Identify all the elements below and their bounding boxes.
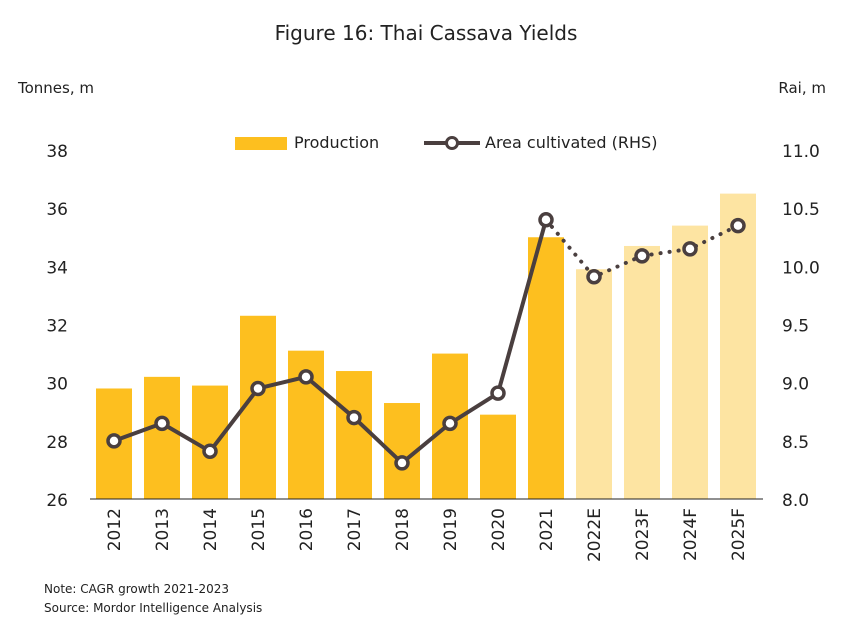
legend: Production Area cultivated (RHS) — [235, 133, 657, 152]
production-bar — [576, 269, 612, 499]
x-tick-label: 2016 — [297, 508, 317, 551]
legend-area-label: Area cultivated (RHS) — [485, 133, 657, 152]
x-tick-label: 2018 — [393, 508, 413, 551]
right-tick-label: 10.0 — [782, 258, 820, 278]
x-tick-label: 2012 — [105, 508, 125, 551]
area-point — [586, 269, 602, 285]
right-tick-label: 9.0 — [782, 375, 809, 395]
right-tick-label: 10.5 — [782, 200, 820, 220]
right-y-ticks: 8.0 8.5 9.0 9.5 10.0 10.5 11.0 — [782, 142, 820, 511]
legend-production-label: Production — [294, 133, 379, 152]
right-axis-label: Rai, m — [778, 79, 826, 97]
left-tick-label: 28 — [46, 433, 68, 453]
area-point — [346, 409, 362, 426]
note-text: Note: CAGR growth 2021-2023 — [44, 582, 229, 596]
left-tick-label: 26 — [46, 491, 68, 511]
production-bar — [624, 245, 660, 499]
x-tick-label: 2019 — [441, 508, 461, 551]
left-axis-label: Tonnes, m — [17, 79, 94, 97]
x-tick-label: 2015 — [249, 508, 269, 551]
area-point — [634, 248, 650, 264]
left-tick-label: 34 — [46, 258, 68, 278]
x-tick-label: 2017 — [345, 508, 365, 551]
x-tick-label: 2024F — [681, 508, 701, 561]
left-tick-label: 30 — [46, 375, 68, 395]
chart-title: Figure 16: Thai Cassava Yields — [275, 21, 578, 45]
left-tick-label: 36 — [46, 200, 68, 220]
area-point — [730, 217, 746, 234]
source-text: Source: Mordor Intelligence Analysis — [44, 601, 262, 615]
production-bar — [672, 225, 708, 499]
production-bar — [480, 414, 516, 499]
left-tick-label: 32 — [46, 317, 68, 337]
x-tick-label: 2014 — [201, 508, 221, 551]
x-tick-label: 2025F — [729, 508, 749, 561]
x-tick-label: 2020 — [489, 508, 509, 551]
area-line-solid — [113, 219, 548, 465]
area-point — [394, 455, 410, 471]
x-tick-labels: 2012 2013 2014 2015 2016 2017 2018 2019 2020 2021… — [105, 508, 749, 562]
area-points — [106, 212, 746, 471]
right-tick-label: 8.5 — [782, 433, 809, 453]
legend-area-marker — [445, 136, 459, 150]
production-bar — [720, 193, 756, 499]
right-tick-label: 8.0 — [782, 491, 809, 511]
area-point — [202, 443, 218, 460]
x-tick-label: 2021 — [537, 508, 557, 551]
right-tick-label: 11.0 — [782, 142, 820, 162]
x-tick-label: 2013 — [153, 508, 173, 551]
left-y-ticks: 26 28 30 32 34 36 38 — [46, 142, 68, 511]
left-tick-label: 38 — [46, 142, 68, 162]
x-tick-label: 2023F — [633, 508, 653, 561]
area-point — [538, 212, 554, 228]
area-point — [250, 380, 266, 397]
production-bar — [144, 376, 180, 499]
area-point — [154, 415, 170, 432]
production-bar — [528, 237, 564, 499]
right-tick-label: 9.5 — [782, 317, 809, 337]
area-point — [298, 369, 314, 385]
x-tick-label: 2022E — [585, 508, 605, 562]
legend-production-swatch — [235, 137, 287, 150]
production-bar — [336, 371, 372, 499]
area-point — [490, 385, 506, 401]
bars — [96, 193, 756, 499]
area-point — [106, 433, 122, 449]
area-point — [682, 241, 698, 257]
area-point — [442, 415, 458, 432]
